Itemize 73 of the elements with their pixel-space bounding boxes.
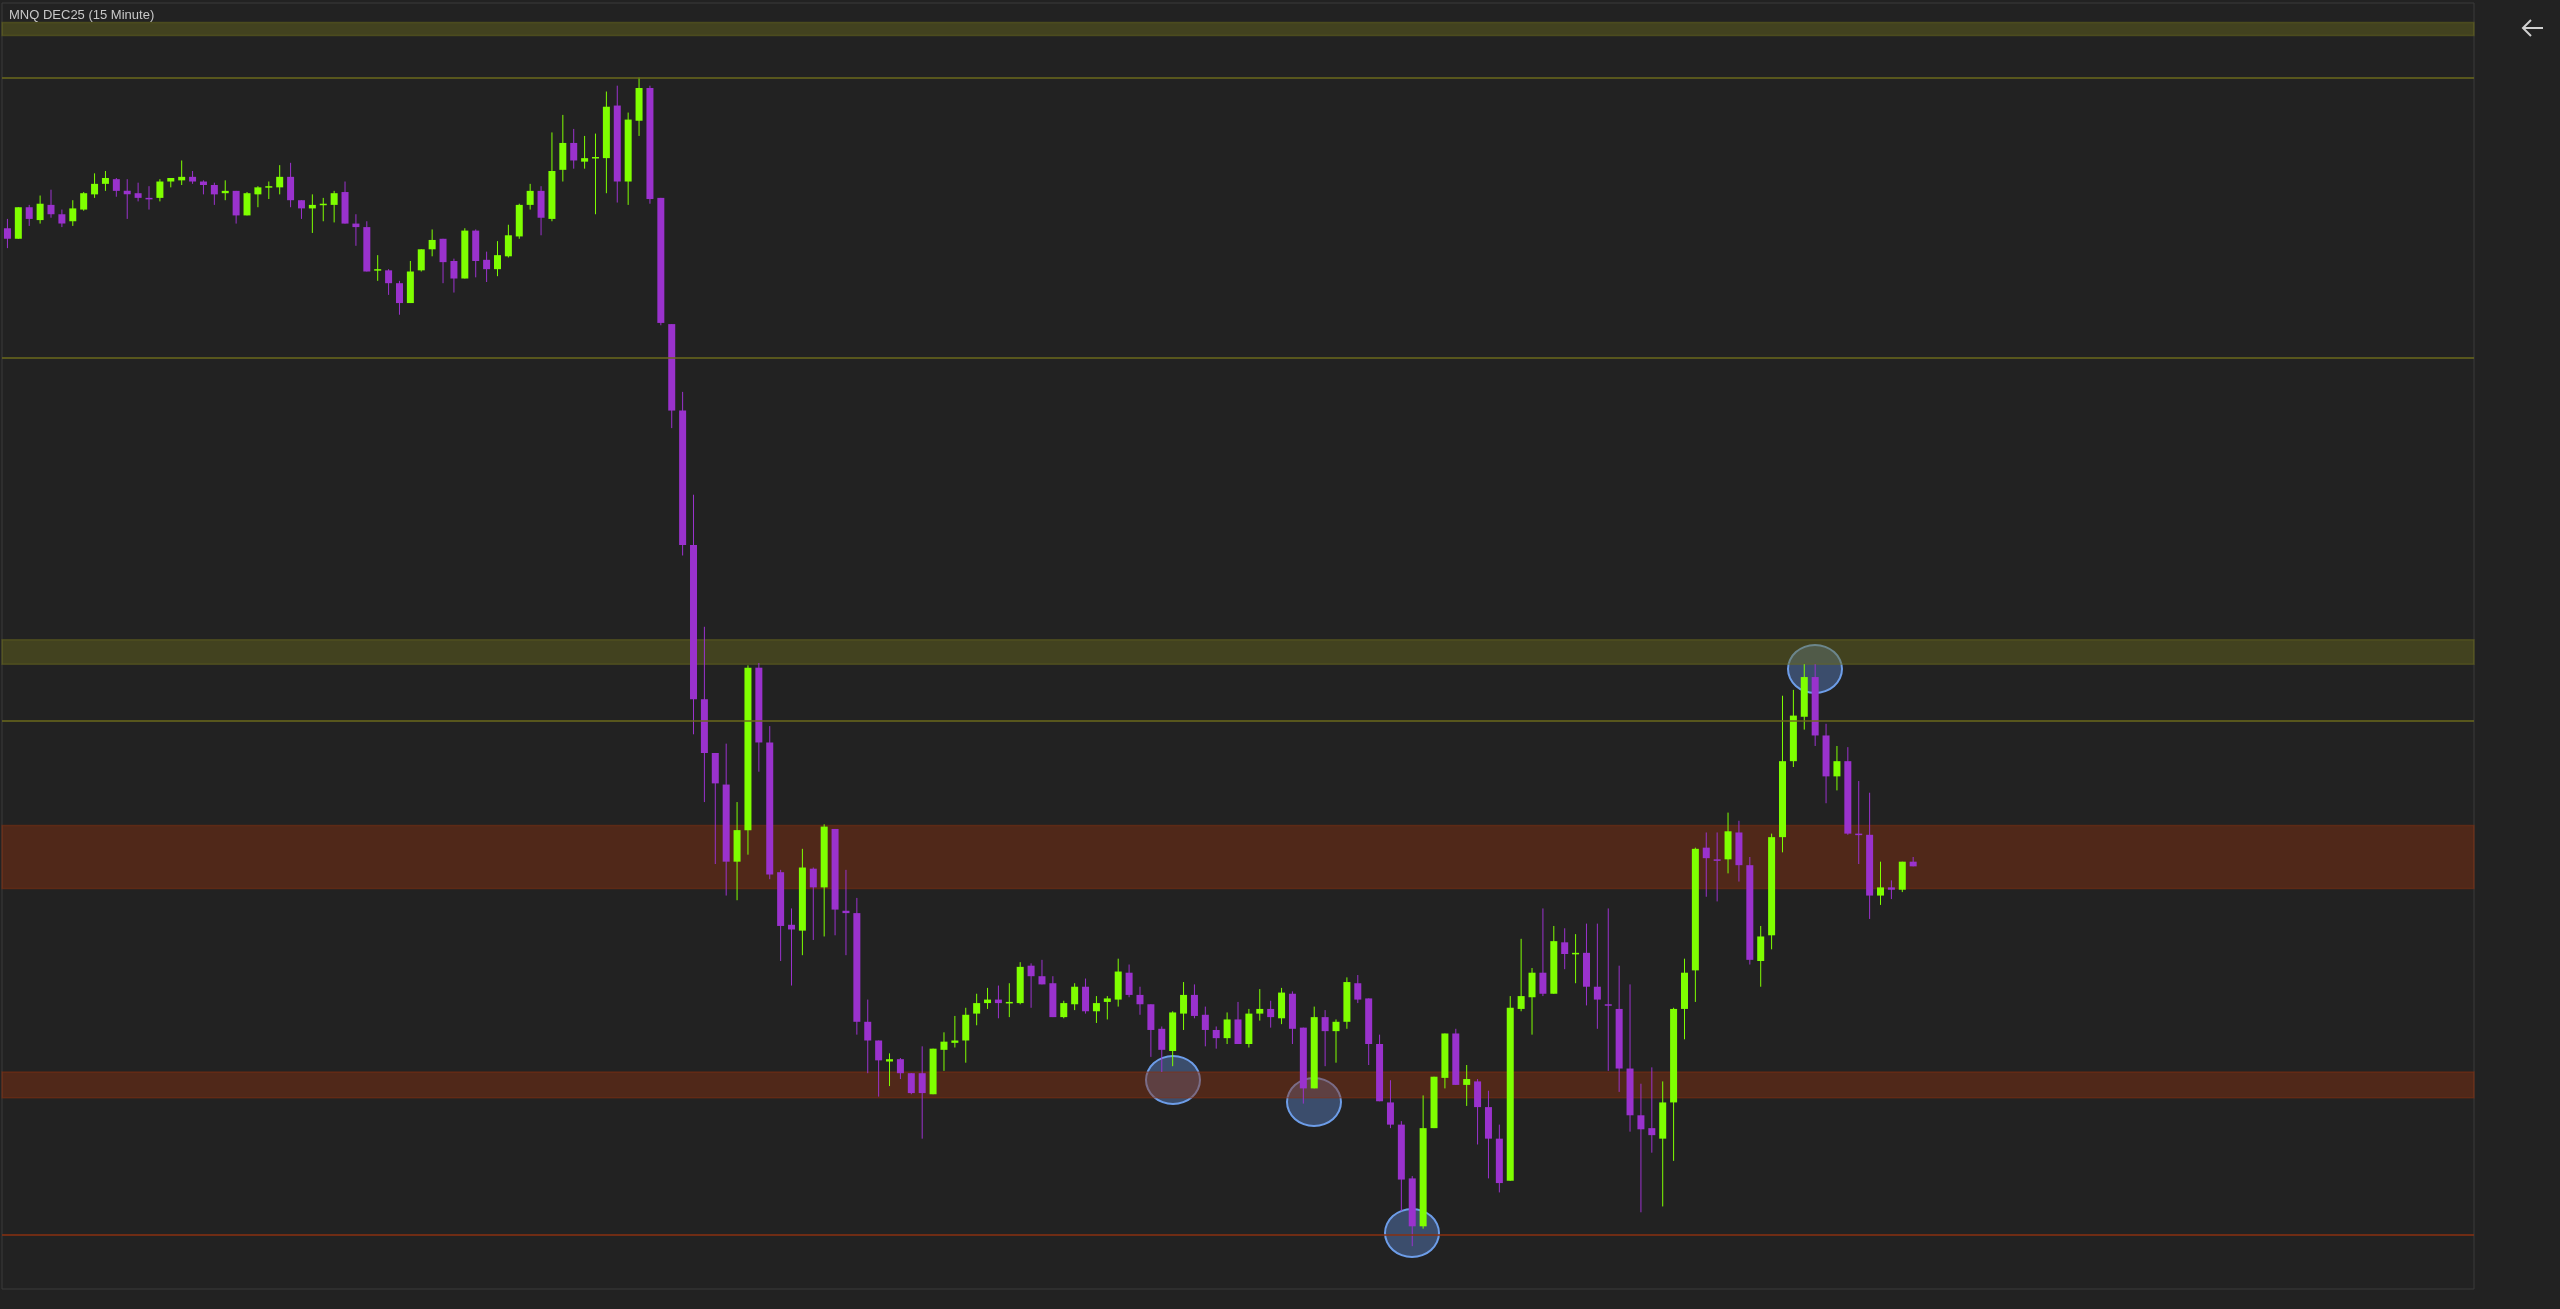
candlestick [3,218,11,249]
candlestick [1180,981,1188,1031]
candlestick [581,135,589,170]
candlestick [1332,1018,1340,1064]
candlestick [1212,1025,1220,1050]
candlestick [1887,879,1895,900]
candlestick [210,182,218,206]
candlestick [504,224,512,258]
candlestick [385,268,393,296]
candlestick [1158,1025,1166,1073]
candlestick [973,993,981,1026]
candlestick [1593,923,1601,1030]
candlestick [1713,831,1721,902]
candlestick [1071,982,1079,1011]
candlestick [526,183,534,211]
candlestick [297,199,305,220]
candlestick [483,251,491,283]
candlestick [1604,907,1612,1072]
candlestick [330,190,338,223]
candlestick [1125,964,1133,998]
candlestick [1648,1066,1656,1154]
candlestick [1833,745,1841,791]
candlestick [134,182,142,202]
candlestick [1321,1009,1329,1067]
candlestick [112,177,120,198]
candlestick [1267,1000,1275,1029]
candlestick [287,162,295,208]
candlestick [91,172,99,199]
candlestick [439,238,447,284]
candlestick [417,248,425,272]
candlestick [1223,1011,1231,1045]
candlestick [101,170,109,192]
candlestick [25,204,33,227]
candlestick [809,867,817,941]
candlestick [428,228,436,257]
chart-title: MNQ DEC25 (15 Minute) [9,7,155,22]
candlestick [1092,995,1100,1024]
candlestick [80,191,88,212]
candlestick [1702,831,1710,898]
candlestick [450,258,458,294]
candlestick [951,1015,959,1048]
candlestick [1354,974,1362,1004]
candlestick [1256,988,1264,1022]
candlestick [864,999,872,1074]
candlestick [1038,959,1046,985]
candlestick [395,280,403,316]
candlestick [1201,1006,1209,1047]
candlestick [47,189,55,219]
candlestick [374,254,382,282]
candlestick [1539,907,1547,997]
candlestick [875,1039,883,1098]
candlestick [1103,995,1111,1020]
candlestick [886,1052,894,1087]
candlestick [940,1031,948,1072]
candlestick [1637,1083,1645,1213]
candlestick [918,1045,926,1140]
candlestick [1027,962,1035,1009]
candlestick [156,178,164,202]
candlestick [907,1072,915,1095]
candlestick [36,195,44,225]
candlestick [1463,1064,1471,1107]
candlestick [570,128,578,170]
candlestick [1136,986,1144,1016]
candlestick [1386,1079,1394,1129]
candlestick [896,1057,904,1080]
candlestick [254,185,262,208]
candlestick [1877,861,1884,906]
candlestick [493,240,501,277]
candlestick [1190,983,1198,1019]
candlestick [276,164,284,195]
candlestick [1517,938,1525,1012]
candlestick [69,199,77,227]
candlestick [1561,927,1569,970]
